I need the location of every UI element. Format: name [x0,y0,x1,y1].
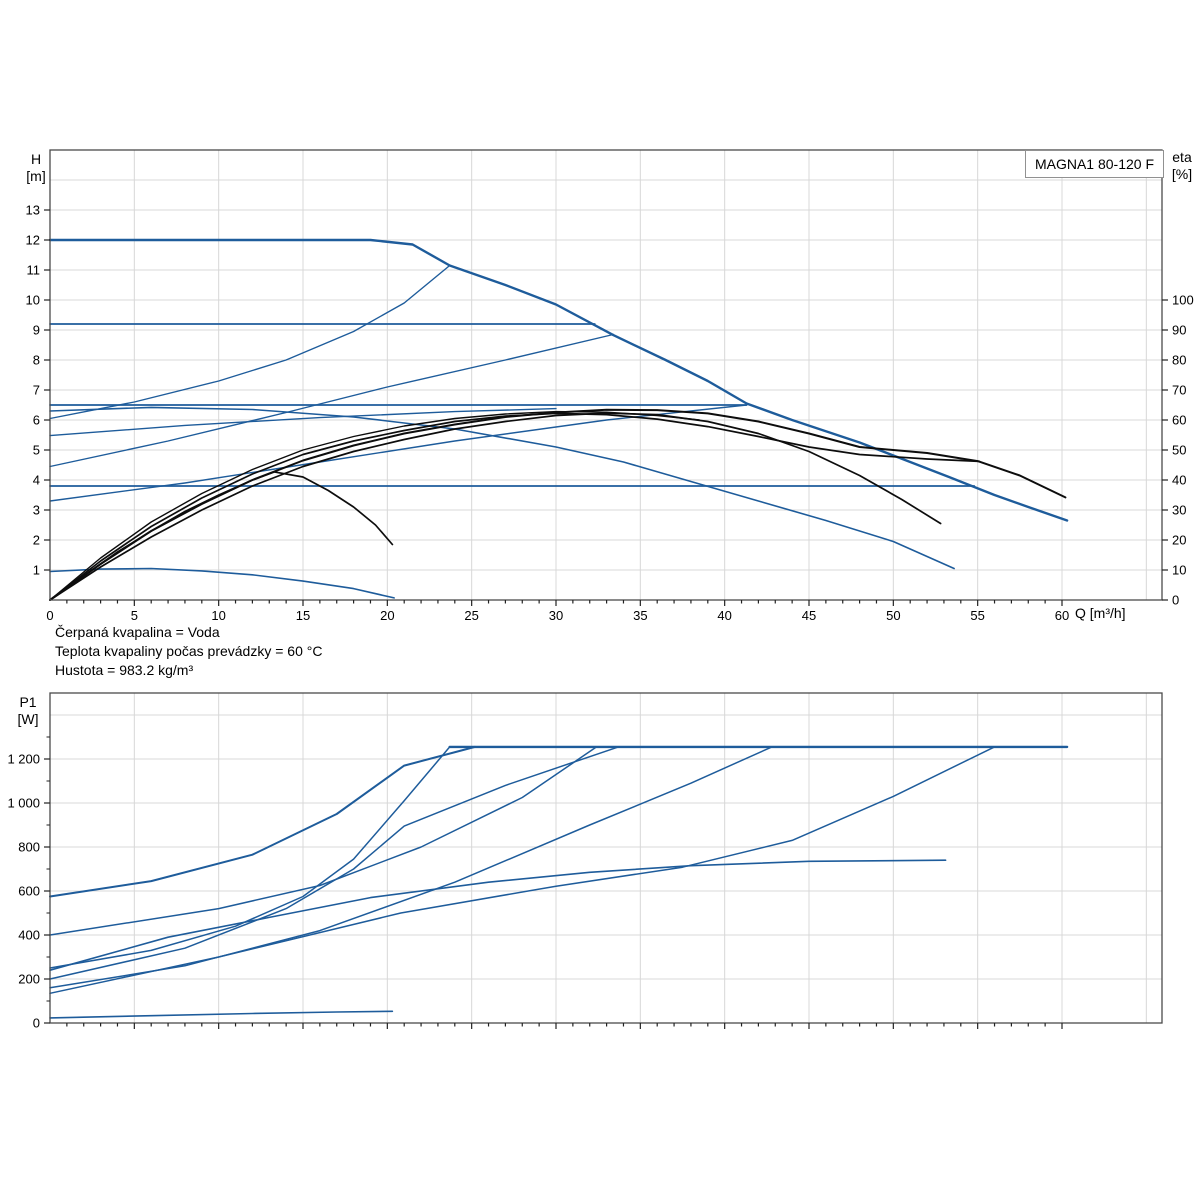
h-axis-title-unit: [m] [26,168,46,184]
x-axis-tick-label: 45 [802,608,816,623]
y-axis-tick-label: 2 [33,533,40,548]
y-axis-tick-label: 10 [26,293,40,308]
y-axis-tick-label: 13 [26,203,40,218]
x-axis-tick-label: 10 [211,608,225,623]
x-axis-tick-label: 15 [296,608,310,623]
x-axis-tick-label: 35 [633,608,647,623]
qh-speed2-curve [49,406,955,570]
x-axis-tick-label: 0 [46,608,53,623]
p1-const-9.2 [49,746,598,936]
y-axis-tick-label: 1 [33,563,40,578]
eta-axis-tick-label: 100 [1172,293,1194,308]
eta-axis-tick-label: 70 [1172,383,1186,398]
qh-prop-pressure-12 [49,264,451,420]
eta-speed4 [49,410,701,601]
qh-prop-pressure-mid [49,407,557,437]
x-axis-tick-label: 20 [380,608,394,623]
qh-min-curve [49,567,395,599]
x-axis-tick-label: 60 [1055,608,1069,623]
qh-max-curve [48,238,1069,522]
eta-axis-tick-label: 50 [1172,443,1186,458]
p1-const-3.8 [49,746,996,995]
y-axis-tick-label: 400 [18,928,40,943]
x-axis-tick-label: 5 [131,608,138,623]
plot-frame [49,149,1163,601]
p1-min-curve [49,1010,394,1019]
p1-const-6.5 [49,746,773,989]
eta-axis-tick-label: 90 [1172,323,1186,338]
eta-speed3 [49,412,981,601]
eta-axis-tick-label: 0 [1172,593,1179,608]
y-axis-tick-label: 6 [33,413,40,428]
x-axis-tick-label: 55 [970,608,984,623]
liquid-info-block: Čerpaná kvapalina = Voda Teplota kvapali… [55,623,322,680]
y-axis-tick-label: 12 [26,233,40,248]
y-axis-tick-label: 1 200 [7,752,40,767]
p1-prop-12 [49,746,451,969]
h-axis-title-symbol: H [30,151,42,167]
y-axis-tick-label: 3 [33,503,40,518]
y-axis-tick-label: 5 [33,443,40,458]
y-axis-tick-label: 0 [33,1016,40,1031]
x-axis-tick-label: 30 [549,608,563,623]
eta-axis-title-symbol: eta [1172,149,1192,165]
eta-axis-tick-label: 30 [1172,503,1186,518]
info-line-pumped-liquid: Čerpaná kvapalina = Voda [55,624,220,640]
y-axis-tick-label: 7 [33,383,40,398]
plot-frame [49,692,1163,1024]
eta-axis-tick-label: 40 [1172,473,1186,488]
y-axis-tick-label: 200 [18,972,40,987]
p1-axis-title-unit: [W] [17,711,39,727]
eta-axis-tick-label: 80 [1172,353,1186,368]
y-axis-tick-label: 8 [33,353,40,368]
eta-axis-tick-label: 60 [1172,413,1186,428]
qh-prop-pressure-9.2 [49,333,614,468]
y-axis-tick-label: 1 000 [7,796,40,811]
p1-speed2-curve [49,859,947,972]
y-axis-tick-label: 600 [18,884,40,899]
eta-axis-tick-label: 20 [1172,533,1186,548]
x-axis-tick-label: 25 [464,608,478,623]
p1-max-curve [49,745,476,898]
p1-axis-title-symbol: P1 [19,694,37,710]
y-axis-tick-label: 11 [27,263,41,278]
eta-speed2 [49,412,942,601]
x-axis-tick-label: 50 [886,608,900,623]
eta-axis-tick-label: 10 [1172,563,1186,578]
x-axis-tick-label: 40 [717,608,731,623]
p1-axis-title: P1 [W] [8,694,48,728]
y-axis-tick-label: 9 [33,323,40,338]
y-axis-tick-label: 4 [33,473,40,488]
info-line-density: Hustota = 983.2 kg/m³ [55,662,194,678]
info-line-liquid-temperature: Teplota kvapaliny počas prevádzky = 60 °… [55,643,323,659]
eta-axis-title-unit: [%] [1171,166,1193,182]
eta-min [49,471,394,601]
q-axis-title: Q [m³/h] [1075,605,1126,621]
pump-model-badge: MAGNA1 80-120 F [1025,150,1164,178]
y-axis-tick-label: 800 [18,840,40,855]
p1-prop-9.2 [49,746,620,980]
eta-max [49,408,1067,601]
h-axis-title: H [m] [18,151,54,185]
eta-axis-title: eta [%] [1166,149,1198,183]
